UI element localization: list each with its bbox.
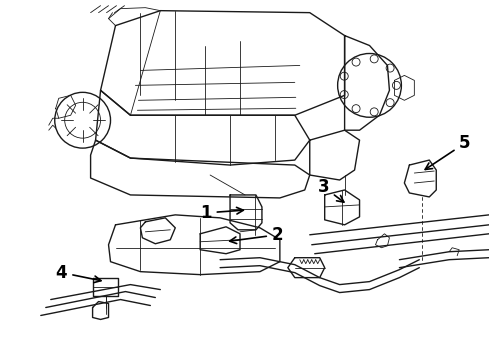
Text: 1: 1 — [200, 204, 244, 222]
Text: 5: 5 — [425, 134, 471, 170]
Text: 4: 4 — [56, 264, 101, 283]
Text: 2: 2 — [230, 226, 284, 244]
Text: 3: 3 — [318, 178, 344, 202]
